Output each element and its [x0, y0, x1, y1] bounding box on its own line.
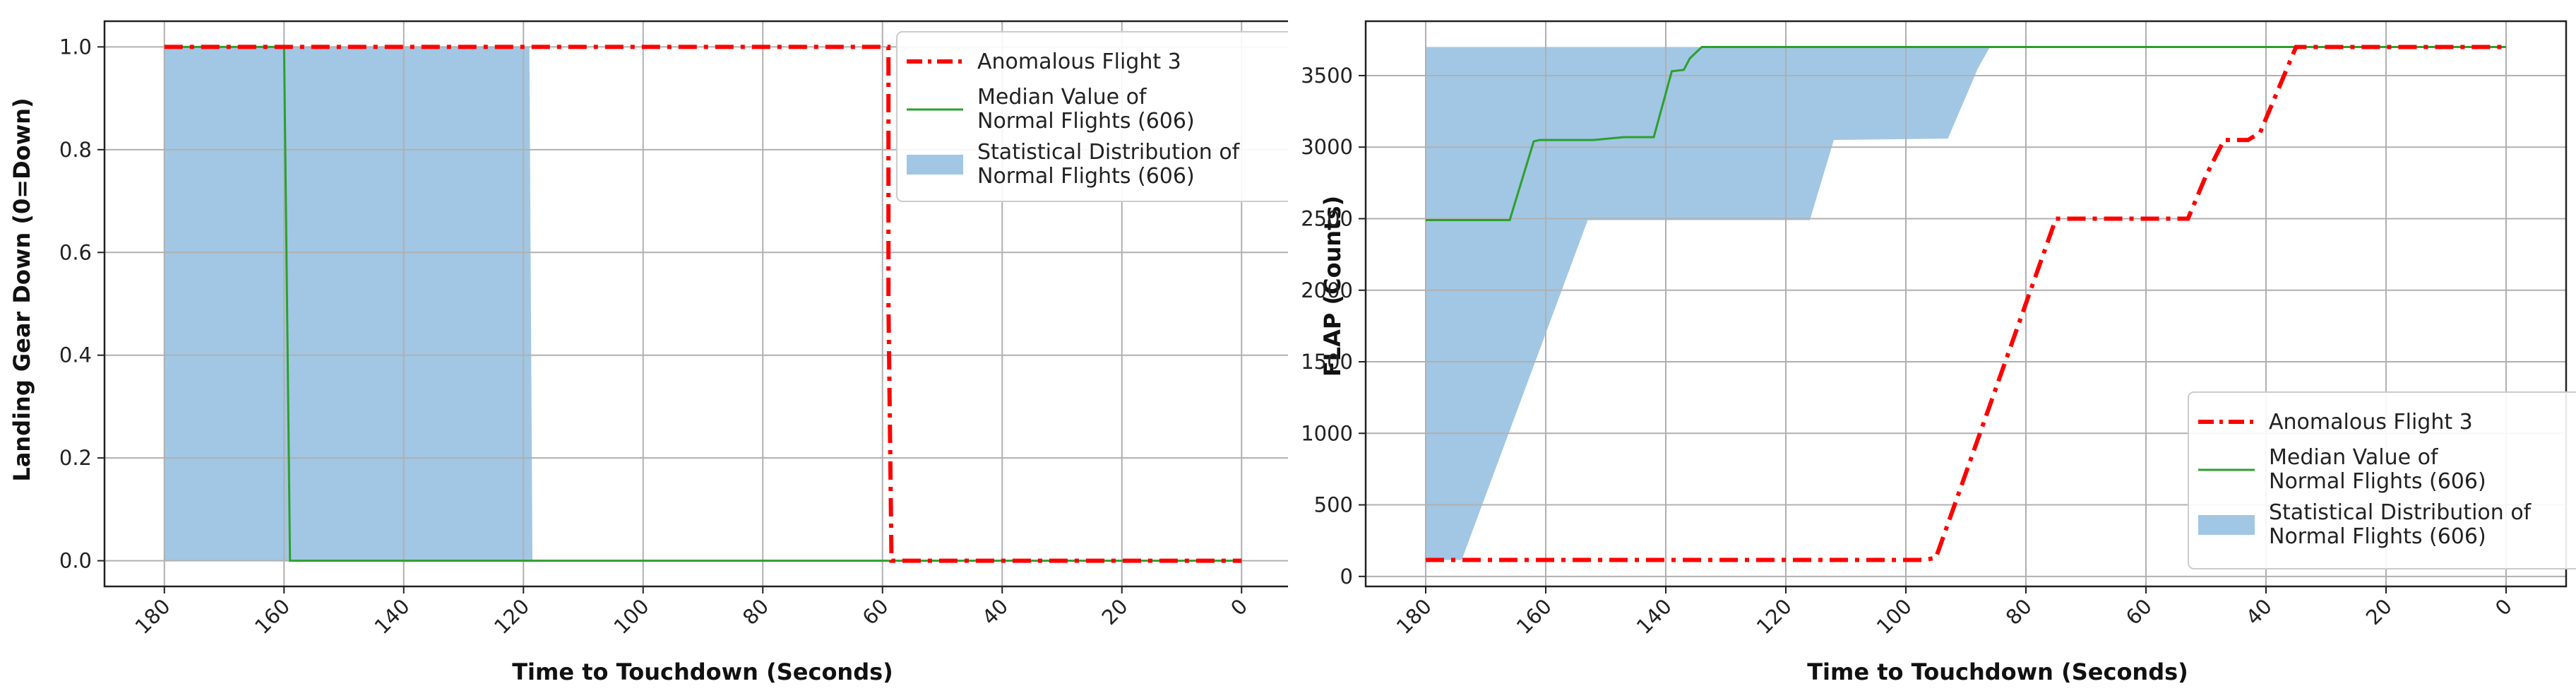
legend-median-normal: Median Value of Normal Flights (606) — [2269, 445, 2486, 494]
y-tick-label: 0.6 — [59, 240, 92, 264]
y-tick-label: 1000 — [1301, 421, 1353, 445]
distribution-band — [164, 47, 1242, 561]
y-axis-title-flap: FLAP (Counts) — [1319, 196, 1346, 377]
anomalous-flight-line — [164, 45, 1242, 563]
plot-frame — [103, 20, 1288, 588]
y-tick-label: 500 — [1314, 493, 1353, 517]
plot-frame — [1364, 20, 2568, 588]
y-tick-label: 3000 — [1301, 135, 1353, 159]
legend-box — [2188, 391, 2576, 569]
y-tick-label: 1500 — [1301, 350, 1353, 374]
legend-box — [896, 31, 1288, 202]
x-tick-label: 120 — [489, 594, 534, 639]
flap-chart: FLAP (Counts) Time to Touchdown (Seconds… — [1301, 20, 2576, 685]
legend-median-normal: Median Value of Normal Flights (606) — [977, 85, 1195, 134]
y-tick-label: 2500 — [1301, 206, 1353, 230]
median-normal-line — [164, 45, 1242, 562]
x-tick-label: 140 — [370, 594, 415, 639]
x-tick-label: 180 — [131, 594, 175, 639]
median-normal-line — [1426, 46, 2506, 221]
y-tick-label: 0.0 — [59, 549, 92, 573]
anomalous-flight-line — [1426, 45, 2506, 562]
x-tick-label: 60 — [2121, 594, 2157, 630]
x-tick-label: 140 — [1632, 594, 1676, 639]
x-tick-label: 160 — [1512, 594, 1556, 639]
x-tick-label: 100 — [1872, 594, 1916, 639]
x-tick-label: 40 — [2241, 594, 2277, 630]
distribution-band — [1426, 47, 2506, 560]
x-tick-label: 0 — [2491, 594, 2517, 620]
x-tick-label: 60 — [858, 594, 893, 630]
y-tick-label: 2000 — [1301, 278, 1353, 302]
x-tick-label: 80 — [2001, 594, 2037, 630]
x-tick-label: 40 — [977, 594, 1013, 630]
x-tick-label: 160 — [250, 594, 294, 639]
legend-distribution: Statistical Distribution of Normal Flight… — [977, 140, 1241, 189]
y-tick-label: 1.0 — [59, 35, 92, 59]
x-tick-label: 80 — [738, 594, 773, 630]
x-tick-label: 0 — [1226, 594, 1252, 620]
legend-distribution: Statistical Distribution of Normal Flight… — [2269, 500, 2532, 549]
x-axis-title-flap: Time to Touchdown (Seconds) — [1807, 658, 2188, 685]
y-tick-label: 0.2 — [59, 446, 92, 470]
y-tick-label: 3500 — [1301, 64, 1353, 88]
x-axis-title-landing-gear: Time to Touchdown (Seconds) — [512, 658, 893, 685]
x-tick-label: 120 — [1752, 594, 1796, 639]
landing-gear-chart: Landing Gear Down (0=Down) Time to Touch… — [8, 20, 1288, 685]
legend-swatch-distribution — [907, 155, 963, 175]
legend-anomalous-flight: Anomalous Flight 3 — [2269, 410, 2473, 435]
x-tick-label: 20 — [2361, 594, 2397, 630]
y-tick-label: 0.8 — [59, 138, 92, 162]
legend-swatch-distribution — [2198, 515, 2255, 535]
y-tick-label: 0 — [1340, 565, 1353, 589]
y-axis-title-landing-gear: Landing Gear Down (0=Down) — [8, 98, 35, 481]
legend-anomalous-flight: Anomalous Flight 3 — [977, 49, 1181, 74]
y-tick-label: 0.4 — [59, 343, 92, 367]
x-tick-label: 20 — [1097, 594, 1133, 630]
x-tick-label: 100 — [609, 594, 654, 639]
x-tick-label: 180 — [1392, 594, 1436, 639]
